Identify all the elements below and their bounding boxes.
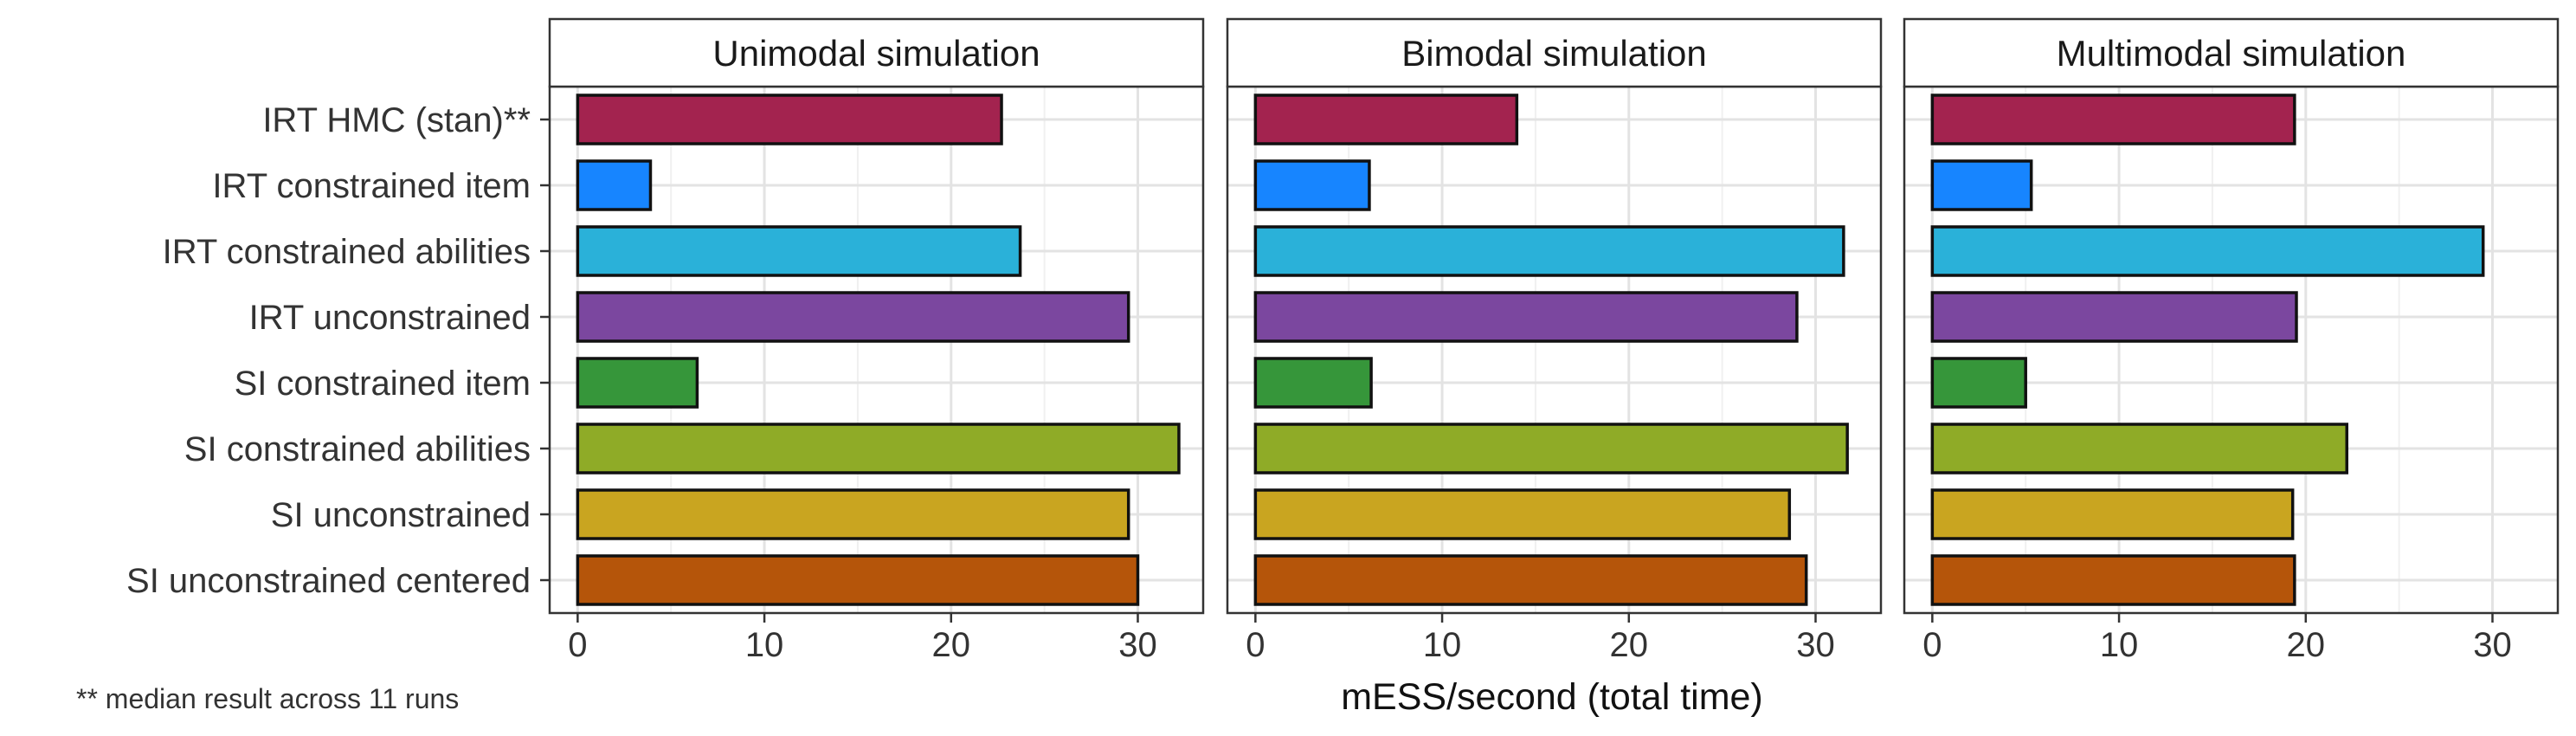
bar-si-unconstrained [1930,488,2295,540]
panel-unimodal-simulation: Unimodal simulation 0 10 20 30 [548,17,1205,664]
facet-strip [548,17,1205,88]
facet-strip [1226,17,1883,88]
category-label-si-constrained-abilities: SI constrained abilities [184,430,531,468]
facet-strip-title: Bimodal simulation [1401,33,1707,74]
bar-irt-constrained-abilities [576,225,1022,277]
bar-si-constrained-abilities [1930,423,2348,475]
bar-si-unconstrained-centered [1930,554,2296,606]
category-label-irt-unconstrained: IRT unconstrained [249,299,531,337]
x-tick-label: 20 [2287,626,2326,664]
x-tick-label: 10 [745,626,784,664]
x-tick-label: 30 [2473,626,2512,664]
x-tick-label: 0 [1246,626,1265,664]
facet-strip [1903,17,2560,88]
x-tick-label: 10 [1423,626,1462,664]
bar-irt-constrained-item [1253,159,1371,211]
category-label-irt-constrained-abilities: IRT constrained abilities [163,233,531,271]
bar-si-constrained-item [576,357,699,409]
category-label-irt-constrained-item: IRT constrained item [212,167,531,205]
bar-si-unconstrained-centered [576,554,1140,606]
facet-strip-title: Multimodal simulation [2057,33,2406,74]
x-tick-label: 20 [1610,626,1649,664]
bar-si-constrained-item [1930,357,2027,409]
x-tick-label: 30 [1118,626,1157,664]
x-tick-label: 20 [932,626,971,664]
bar-irt-hmc-stan [1253,94,1519,145]
panel-bimodal-simulation: Bimodal simulation 0 10 20 30 [1226,17,1883,664]
x-tick-label: 0 [1922,626,1942,664]
x-tick-label: 0 [568,626,587,664]
bar-si-unconstrained [1253,488,1792,540]
bar-irt-hmc-stan [1930,94,2296,145]
bar-irt-unconstrained [1253,291,1799,343]
category-label-irt-hmc-stan: IRT HMC (stan)** [262,101,531,139]
footnote: ** median result across 11 runs [76,683,459,714]
x-axis-label: mESS/second (total time) [1341,676,1763,718]
category-labels: IRT HMC (stan)** IRT constrained item IRT … [126,101,550,600]
bar-si-constrained-item [1253,357,1373,409]
category-label-si-unconstrained: SI unconstrained [271,496,531,534]
category-label-si-unconstrained-centered: SI unconstrained centered [126,562,531,600]
bar-irt-unconstrained [1930,291,2298,343]
bar-si-unconstrained-centered [1253,554,1808,606]
bar-si-constrained-abilities [1253,423,1849,475]
bar-irt-constrained-abilities [1253,225,1845,277]
bar-irt-unconstrained [576,291,1130,343]
facet-strip-title: Unimodal simulation [712,33,1040,74]
category-label-si-constrained-item: SI constrained item [235,365,531,403]
bar-irt-constrained-item [576,159,653,211]
bar-si-constrained-abilities [576,423,1181,475]
bar-irt-constrained-abilities [1930,225,2485,277]
bar-irt-constrained-item [1930,159,2033,211]
x-tick-label: 10 [2100,626,2139,664]
bar-irt-hmc-stan [576,94,1003,145]
x-tick-label: 30 [1796,626,1835,664]
bar-si-unconstrained [576,488,1130,540]
panel-multimodal-simulation: Multimodal simulation 0 10 20 30 [1903,17,2560,664]
